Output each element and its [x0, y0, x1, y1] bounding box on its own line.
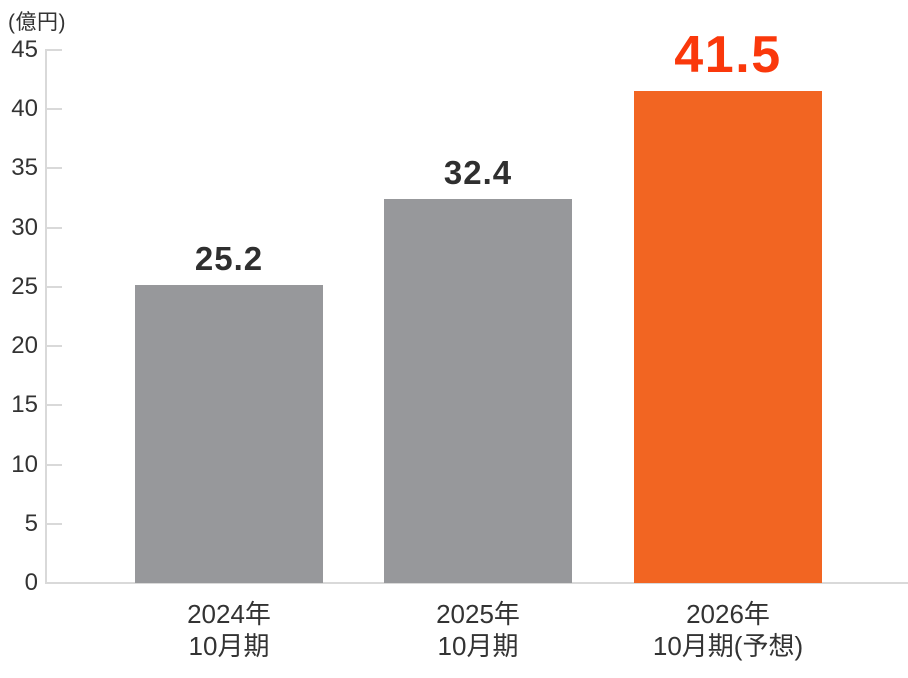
y-tick-mark: [45, 167, 62, 170]
x-axis-label-line: 2025年: [436, 599, 520, 629]
y-tick-mark: [45, 404, 62, 407]
y-tick-label: 5: [24, 509, 38, 537]
y-tick-label: 0: [24, 569, 38, 596]
y-tick-label: 35: [11, 154, 38, 182]
bar-2025年: [384, 199, 572, 583]
value-label-2024年: 25.2: [194, 239, 264, 277]
y-tick-label: 45: [11, 36, 38, 63]
y-tick-label: 30: [11, 213, 38, 241]
y-axis-line: [45, 50, 47, 584]
bar-2026年: [634, 91, 822, 583]
x-axis-label-line: 10月期(予想): [652, 631, 804, 661]
x-axis-label-line: 2026年: [686, 599, 770, 629]
x-axis-label-line: 10月期: [437, 631, 519, 661]
bar-2024年: [135, 284, 323, 583]
y-tick-label: 10: [11, 450, 38, 478]
x-axis-label-2024年: 2024年 10月期: [99, 598, 359, 662]
y-tick-mark: [45, 108, 62, 111]
y-tick-label: 20: [11, 332, 38, 360]
y-tick-mark: [45, 226, 62, 229]
y-tick-mark: [45, 522, 62, 525]
x-axis-line: [45, 582, 908, 584]
y-tick-label: 15: [11, 391, 38, 419]
y-axis-unit-label: (億円): [8, 11, 66, 34]
value-label-2025年: 32.4: [443, 154, 513, 192]
y-tick-mark: [45, 285, 62, 288]
x-axis-label-line: 10月期: [188, 631, 270, 661]
x-axis-label-line: 2024年: [187, 599, 271, 629]
x-axis-label-2025年: 2025年 10月期: [348, 598, 608, 662]
y-tick-mark: [45, 345, 62, 348]
y-tick-mark: [45, 49, 62, 51]
y-tick-mark: [45, 463, 62, 466]
x-axis-label-2026年: 2026年 10月期(予想): [598, 598, 858, 662]
y-tick-label: 40: [11, 95, 38, 123]
value-label-2026年: 41.5: [674, 26, 782, 85]
y-tick-label: 25: [11, 272, 38, 300]
y-tick-mark: [45, 582, 62, 584]
